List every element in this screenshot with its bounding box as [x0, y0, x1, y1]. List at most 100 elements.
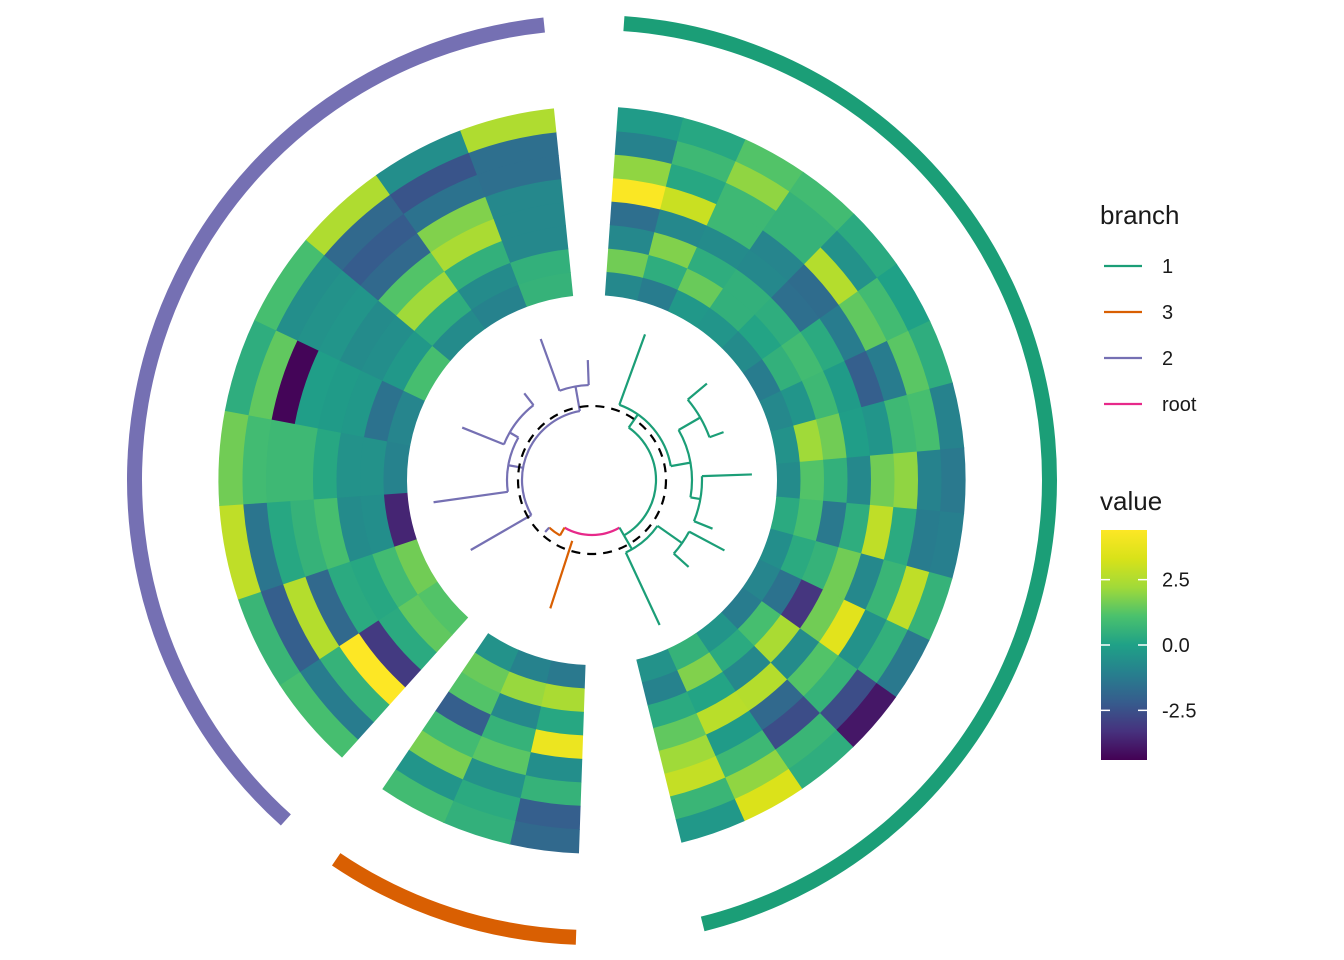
- heat-cell-branch-1-sector-10-ring-7: [907, 571, 953, 641]
- heat-cell-branch-1-sector-10-ring-2: [801, 541, 840, 591]
- heat-cell-branch-2-sector-4-ring-2: [340, 369, 383, 438]
- heat-cell-branch-1-sector-14-ring-5: [714, 730, 776, 779]
- heat-cell-branch-3-sector-2-ring-4: [421, 710, 482, 759]
- heat-cell-branch-1-sector-11-ring-2: [780, 579, 824, 630]
- heat-cell-branch-2-sector-7-ring-5: [403, 174, 486, 234]
- heat-cell-branch-3-sector-2-ring-6: [395, 749, 463, 802]
- heat-cell-branch-3-sector-1-ring-6: [452, 778, 521, 822]
- heat-cell-branch-1-sector-4-ring-0: [721, 330, 763, 374]
- heat-cell-branch-1-sector-1-ring-7: [677, 117, 747, 162]
- heat-cell-branch-2-sector-2-ring-5: [266, 500, 306, 585]
- heat-cell-branch-3-sector-0-ring-3: [529, 729, 584, 760]
- heat-cell-branch-2-sector-7-ring-3: [430, 218, 503, 272]
- heat-cell-branch-2-sector-2-ring-7: [219, 503, 261, 600]
- heat-cell-branch-1-sector-8-ring-4: [869, 453, 896, 508]
- heat-cell-branch-1-sector-5-ring-3: [800, 318, 846, 372]
- tree-edge: [461, 426, 505, 446]
- heat-cell-branch-3-sector-1-ring-3: [480, 714, 536, 753]
- heat-cell-branch-1-sector-12-ring-0: [721, 587, 763, 630]
- heat-cell-branch-1-sector-5-ring-2: [781, 331, 824, 382]
- heat-cell-branch-1-sector-12-ring-2: [753, 614, 801, 664]
- heat-cell-branch-2-sector-0-ring-4: [338, 632, 406, 706]
- heat-cell-branch-2-sector-8-ring-2: [501, 225, 569, 263]
- heat-cell-branch-2-sector-1-ring-6: [260, 583, 320, 673]
- heat-cell-branch-1-sector-12-ring-1: [737, 601, 782, 647]
- heat-cell-branch-3-sector-1-ring-7: [443, 800, 516, 845]
- heat-cell-branch-1-sector-6-ring-5: [865, 340, 908, 402]
- heat-cell-branch-1-sector-7-ring-0: [770, 425, 801, 465]
- heat-cell-branch-1-sector-2-ring-4: [706, 203, 764, 251]
- heat-cell-branch-1-sector-13-ring-3: [735, 662, 788, 712]
- heat-cell-branch-1-sector-8-ring-5: [893, 451, 919, 511]
- heat-cell-branch-1-sector-8-ring-7: [940, 447, 966, 515]
- tree-edge: [624, 552, 661, 626]
- heat-cell-branch-1-sector-15-ring-4: [658, 734, 716, 775]
- tree-edge: [693, 520, 713, 530]
- heat-cell-branch-1-sector-9-ring-7: [928, 511, 965, 580]
- heat-cell-branch-1-sector-4-ring-5: [804, 247, 859, 306]
- heat-cell-branch-1-sector-7-ring-5: [884, 394, 918, 455]
- heat-cell-branch-1-sector-4-ring-3: [771, 280, 821, 333]
- heat-cell-branch-2-sector-4-ring-6: [247, 329, 298, 420]
- heat-cell-branch-2-sector-3-ring-1: [359, 436, 388, 497]
- tree-edge: [544, 526, 550, 533]
- heat-cell-branch-2-sector-7-ring-7: [375, 130, 470, 195]
- branch-legend-label-2: 2: [1162, 348, 1173, 370]
- tree-edge: [520, 409, 581, 516]
- heat-cell-branch-2-sector-6-ring-5: [341, 213, 418, 286]
- value-legend-tick-label: 2.5: [1162, 570, 1190, 592]
- tree-edge: [574, 386, 581, 412]
- heat-cell-branch-1-sector-4-ring-4: [787, 263, 840, 320]
- branch-ring-3: [331, 853, 577, 945]
- heat-cell-branch-1-sector-15-ring-0: [636, 648, 678, 684]
- tree-edge: [627, 413, 639, 429]
- heat-cell-branch-2-sector-0-ring-7: [279, 671, 359, 758]
- heat-cell-branch-3-sector-2-ring-2: [448, 671, 501, 716]
- heat-cell-branch-1-sector-3-ring-6: [776, 191, 839, 249]
- heat-cell-branch-1-sector-14-ring-7: [734, 768, 803, 822]
- heat-cell-branch-2-sector-4-ring-7: [224, 319, 277, 416]
- heat-cell-branch-1-sector-9-ring-0: [770, 496, 801, 536]
- heat-cell-branch-3-sector-0-ring-7: [509, 820, 580, 854]
- tree-edge: [678, 416, 701, 431]
- heat-cell-branch-1-sector-2-ring-3: [696, 225, 751, 270]
- heat-cell-branch-1-sector-8-ring-0: [776, 461, 802, 500]
- heat-cell-branch-2-sector-3-ring-2: [335, 431, 365, 498]
- heat-cell-branch-2-sector-1-ring-2: [349, 553, 399, 621]
- heat-cell-branch-2-sector-0-ring-1: [397, 594, 453, 653]
- tree-edge: [692, 476, 704, 522]
- heat-cell-branch-1-sector-2-ring-7: [735, 139, 804, 193]
- heat-cell-branch-2-sector-6-ring-6: [323, 193, 405, 271]
- heat-cell-branch-1-sector-10-ring-3: [822, 547, 862, 601]
- heat-cell-branch-2-sector-0-ring-2: [377, 606, 437, 671]
- heat-cell-branch-2-sector-3-ring-4: [288, 423, 318, 502]
- heat-cell-branch-2-sector-5-ring-6: [275, 254, 343, 341]
- heat-cell-branch-2-sector-5-ring-0: [403, 345, 451, 401]
- heat-cell-branch-1-sector-14-ring-2: [686, 671, 737, 715]
- heat-cell-branch-1-sector-6-ring-7: [908, 320, 953, 390]
- heat-cell-branch-1-sector-0-ring-7: [616, 107, 685, 142]
- heat-cell-branch-2-sector-8-ring-5: [476, 155, 562, 197]
- heat-cell-branch-1-sector-15-ring-3: [653, 713, 707, 752]
- heat-cell-branch-2-sector-0-ring-3: [357, 619, 422, 688]
- tree-edge: [690, 496, 701, 501]
- heat-cell-branch-2-sector-6-ring-1: [413, 289, 472, 346]
- heat-cell-branch-1-sector-14-ring-1: [676, 652, 723, 693]
- heat-cell-branch-1-sector-0-ring-6: [614, 130, 679, 165]
- tree-edge: [433, 490, 508, 504]
- heat-cell-branch-1-sector-4-ring-1: [738, 314, 783, 360]
- tree-edge: [677, 429, 694, 498]
- heat-cell-branch-3-sector-0-ring-4: [524, 752, 583, 783]
- heat-cell-branch-2-sector-5-ring-5: [296, 269, 361, 351]
- heat-cell-branch-1-sector-0-ring-4: [611, 177, 667, 210]
- heat-cell-branch-1-sector-7-ring-1: [793, 419, 824, 463]
- heat-cell-branch-1-sector-6-ring-1: [780, 380, 817, 427]
- tree-edge: [508, 464, 524, 469]
- branch-legend-title: branch: [1100, 200, 1180, 230]
- heat-cell-branch-1-sector-11-ring-7: [876, 629, 930, 698]
- heat-cell-branch-1-sector-5-ring-5: [838, 290, 888, 352]
- heat-cell-branch-1-sector-10-ring-5: [864, 559, 908, 621]
- heat-cell-branch-2-sector-4-ring-4: [294, 349, 341, 429]
- heat-cell-branch-2-sector-2-ring-2: [336, 495, 373, 562]
- heat-cell-branch-2-sector-8-ring-6: [468, 131, 559, 175]
